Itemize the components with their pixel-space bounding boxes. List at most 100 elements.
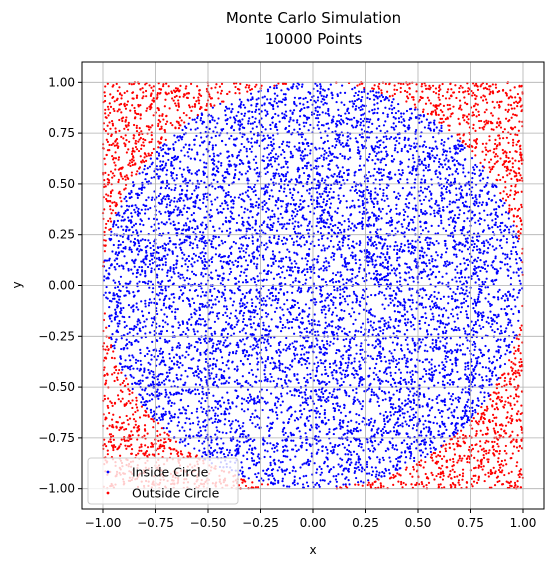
point-inside — [215, 375, 218, 379]
point-inside — [390, 359, 393, 362]
point-inside — [264, 311, 268, 315]
point-inside — [422, 268, 425, 271]
point-outside — [377, 478, 380, 481]
point-inside — [478, 324, 481, 327]
point-inside — [470, 364, 473, 367]
point-inside — [203, 161, 206, 164]
point-inside — [193, 374, 196, 377]
point-inside — [257, 197, 260, 200]
point-inside — [173, 188, 176, 192]
point-inside — [126, 347, 129, 350]
point-outside — [476, 103, 479, 106]
point-inside — [242, 421, 245, 425]
point-inside — [341, 214, 344, 217]
point-inside — [286, 87, 289, 90]
point-inside — [343, 290, 346, 293]
point-inside — [341, 458, 344, 461]
point-inside — [251, 203, 254, 206]
point-inside — [412, 416, 415, 419]
point-outside — [410, 483, 413, 486]
point-outside — [516, 485, 519, 488]
point-inside — [316, 323, 319, 327]
point-outside — [111, 155, 114, 158]
point-inside — [349, 189, 352, 192]
point-inside — [466, 241, 469, 244]
point-outside — [131, 163, 134, 167]
point-inside — [496, 238, 499, 241]
point-inside — [441, 208, 445, 212]
point-inside — [400, 231, 403, 234]
point-inside — [266, 146, 269, 149]
point-outside — [163, 105, 166, 108]
point-outside — [144, 153, 147, 156]
point-inside — [291, 87, 294, 90]
point-inside — [250, 260, 253, 263]
point-inside — [487, 293, 490, 296]
point-inside — [397, 287, 400, 290]
point-inside — [192, 212, 196, 215]
point-inside — [356, 274, 359, 277]
point-inside — [318, 430, 321, 433]
point-inside — [505, 241, 508, 244]
point-inside — [303, 407, 306, 411]
point-inside — [123, 315, 126, 319]
point-outside — [185, 114, 188, 117]
point-inside — [445, 191, 448, 194]
point-inside — [252, 133, 256, 136]
point-inside — [475, 235, 479, 238]
point-inside — [195, 235, 198, 238]
point-inside — [460, 418, 463, 421]
point-inside — [436, 395, 439, 398]
point-outside — [438, 86, 441, 89]
point-outside — [125, 116, 128, 119]
point-outside — [120, 200, 123, 203]
point-inside — [210, 417, 213, 420]
point-outside — [519, 352, 522, 355]
point-inside — [191, 247, 194, 250]
point-outside — [139, 88, 142, 91]
point-outside — [232, 82, 236, 85]
point-inside — [478, 174, 481, 177]
point-inside — [285, 269, 289, 272]
point-outside — [148, 84, 151, 87]
point-outside — [515, 100, 518, 103]
point-inside — [413, 392, 416, 395]
point-inside — [242, 327, 245, 330]
point-inside — [308, 409, 311, 412]
point-inside — [228, 227, 232, 230]
point-inside — [444, 242, 447, 245]
point-outside — [514, 207, 517, 210]
point-inside — [266, 378, 269, 381]
point-outside — [476, 85, 479, 88]
point-inside — [428, 205, 432, 208]
point-outside — [484, 86, 487, 89]
point-inside — [451, 278, 454, 281]
point-inside — [428, 152, 431, 155]
point-inside — [141, 171, 144, 174]
point-inside — [378, 458, 381, 461]
point-inside — [265, 349, 268, 352]
point-inside — [182, 406, 185, 409]
point-outside — [447, 88, 450, 91]
point-inside — [347, 373, 350, 377]
point-inside — [183, 429, 186, 432]
point-inside — [252, 309, 255, 312]
point-inside — [430, 294, 433, 297]
point-inside — [279, 404, 282, 407]
point-outside — [514, 357, 517, 360]
point-inside — [265, 469, 268, 472]
point-outside — [134, 145, 138, 149]
point-inside — [281, 480, 284, 483]
point-inside — [317, 120, 320, 124]
point-inside — [179, 399, 182, 402]
point-inside — [117, 301, 120, 304]
point-inside — [235, 396, 239, 400]
point-inside — [436, 147, 439, 150]
point-outside — [117, 156, 121, 159]
point-inside — [128, 327, 132, 330]
point-inside — [182, 199, 185, 202]
point-outside — [519, 358, 522, 361]
point-outside — [472, 105, 476, 108]
point-inside — [431, 342, 434, 345]
point-outside — [486, 87, 489, 91]
